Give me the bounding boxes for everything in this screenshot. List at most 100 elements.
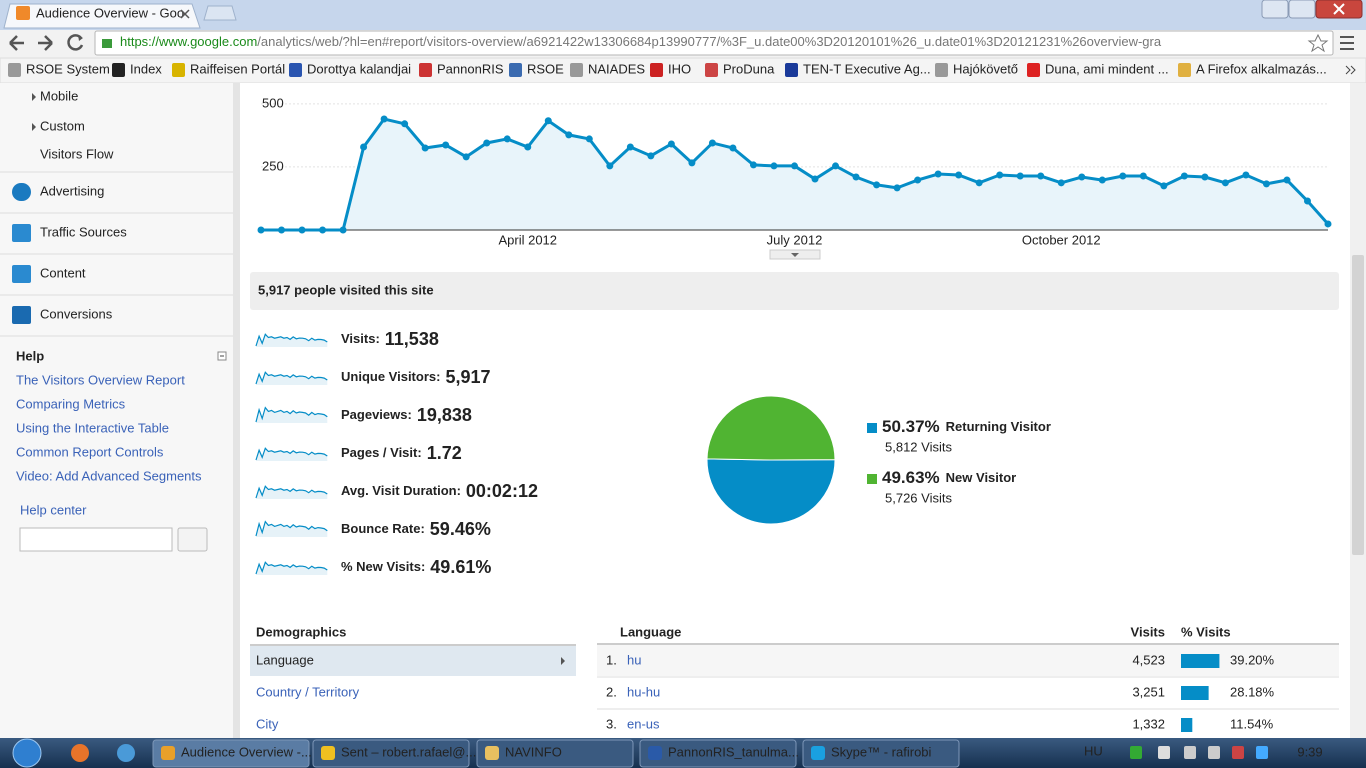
point[interactable] (442, 141, 450, 149)
point[interactable] (1057, 179, 1065, 187)
point[interactable] (1262, 180, 1270, 188)
language-link[interactable]: en-us (627, 716, 660, 731)
help-link[interactable]: The Visitors Overview Report (16, 372, 185, 387)
tab[interactable] (3, 3, 201, 29)
help-link[interactable]: Using the Interactive Table (16, 420, 169, 435)
point[interactable] (339, 226, 347, 234)
help-link[interactable]: Video: Add Advanced Segments (16, 468, 202, 483)
point[interactable] (1221, 179, 1229, 187)
point[interactable] (934, 170, 942, 178)
demographics-item[interactable]: City (256, 716, 279, 731)
point[interactable] (257, 226, 265, 234)
point[interactable] (811, 175, 819, 183)
bookmark[interactable]: RSOE (527, 61, 564, 76)
language-link[interactable]: hu (627, 652, 641, 667)
bookmark[interactable]: Duna, ami mindent ... (1045, 61, 1169, 76)
point[interactable] (1016, 172, 1024, 180)
tray-icon[interactable] (1256, 746, 1268, 759)
point[interactable] (1139, 172, 1147, 180)
taskbar-window[interactable] (802, 739, 960, 768)
bookmarks-overflow[interactable] (1345, 65, 1356, 75)
bookmark[interactable]: ProDuna (723, 61, 775, 76)
maximize-button[interactable] (1288, 0, 1316, 19)
address-bar[interactable] (94, 30, 1334, 56)
point[interactable] (1078, 173, 1086, 181)
bookmark[interactable]: TEN-T Executive Ag... (803, 61, 931, 76)
nav-subitem[interactable]: Custom (40, 118, 85, 133)
point[interactable] (360, 143, 368, 151)
point[interactable] (749, 161, 757, 169)
start-button[interactable] (12, 738, 42, 768)
demographics-item[interactable]: Country / Territory (256, 684, 360, 699)
tab-close[interactable] (180, 9, 190, 19)
firefox-icon[interactable] (71, 744, 89, 762)
point[interactable] (626, 143, 634, 151)
clock[interactable]: 9:39 (1297, 744, 1322, 759)
taskbar-window[interactable] (476, 739, 634, 768)
point[interactable] (1201, 173, 1209, 181)
point[interactable] (544, 117, 552, 125)
search-button[interactable] (177, 527, 208, 552)
point[interactable] (483, 139, 491, 147)
point[interactable] (1098, 176, 1106, 184)
tray-icon[interactable] (1208, 746, 1220, 759)
point[interactable] (585, 135, 593, 143)
nav-subitem[interactable]: Mobile (40, 88, 78, 103)
point[interactable] (1119, 172, 1127, 180)
taskbar-window[interactable] (312, 739, 470, 768)
help-link[interactable]: Comparing Metrics (16, 396, 126, 411)
bookmark[interactable]: A Firefox alkalmazás... (1196, 61, 1327, 76)
tray-icon[interactable] (1130, 746, 1142, 759)
pie-slice[interactable] (706, 395, 836, 461)
search-input[interactable] (19, 527, 173, 552)
point[interactable] (955, 171, 963, 179)
bookmark-star[interactable] (1307, 33, 1329, 53)
bookmark[interactable]: Hajókövető (953, 61, 1018, 76)
point[interactable] (996, 171, 1004, 179)
language-link[interactable]: hu-hu (627, 684, 660, 699)
bookmark[interactable]: Raiffeisen Portál (190, 61, 285, 76)
point[interactable] (893, 184, 901, 192)
nav-section[interactable]: Conversions (40, 306, 113, 321)
help-center-link[interactable]: Help center (20, 502, 87, 517)
point[interactable] (852, 173, 860, 181)
input-language[interactable]: HU (1084, 743, 1103, 758)
point[interactable] (1160, 182, 1168, 190)
bookmark[interactable]: Dorottya kalandjai (307, 61, 411, 76)
point[interactable] (1037, 172, 1045, 180)
new-tab[interactable] (203, 5, 237, 21)
point[interactable] (647, 152, 655, 160)
nav-section[interactable]: Content (40, 265, 86, 280)
demographics-item[interactable]: Language (256, 652, 314, 667)
forward-button[interactable] (38, 35, 53, 51)
bookmark[interactable]: RSOE System (26, 61, 110, 76)
point[interactable] (729, 144, 737, 152)
point[interactable] (791, 162, 798, 170)
bookmark[interactable]: Index (130, 61, 162, 76)
point[interactable] (873, 181, 881, 189)
point[interactable] (1324, 220, 1332, 228)
taskbar-window[interactable] (639, 739, 797, 768)
point[interactable] (401, 120, 409, 128)
taskbar-window[interactable] (152, 739, 310, 768)
point[interactable] (421, 144, 429, 152)
tray-icon[interactable] (1158, 746, 1170, 759)
point[interactable] (1180, 172, 1188, 180)
point[interactable] (565, 131, 573, 139)
point[interactable] (503, 135, 511, 143)
point[interactable] (462, 153, 470, 161)
point[interactable] (975, 179, 983, 187)
nav-section[interactable]: Advertising (40, 183, 104, 198)
point[interactable] (832, 162, 840, 170)
bookmark[interactable]: PannonRIS (437, 61, 504, 76)
help-link[interactable]: Common Report Controls (16, 444, 164, 459)
scrollbar-thumb[interactable] (1352, 255, 1364, 555)
point[interactable] (1283, 176, 1291, 184)
point[interactable] (606, 162, 614, 170)
point[interactable] (298, 226, 306, 234)
point[interactable] (667, 140, 675, 148)
reload-button[interactable] (67, 34, 84, 51)
point[interactable] (914, 176, 922, 184)
point[interactable] (524, 143, 532, 151)
bookmark[interactable]: NAIADES (588, 61, 645, 76)
